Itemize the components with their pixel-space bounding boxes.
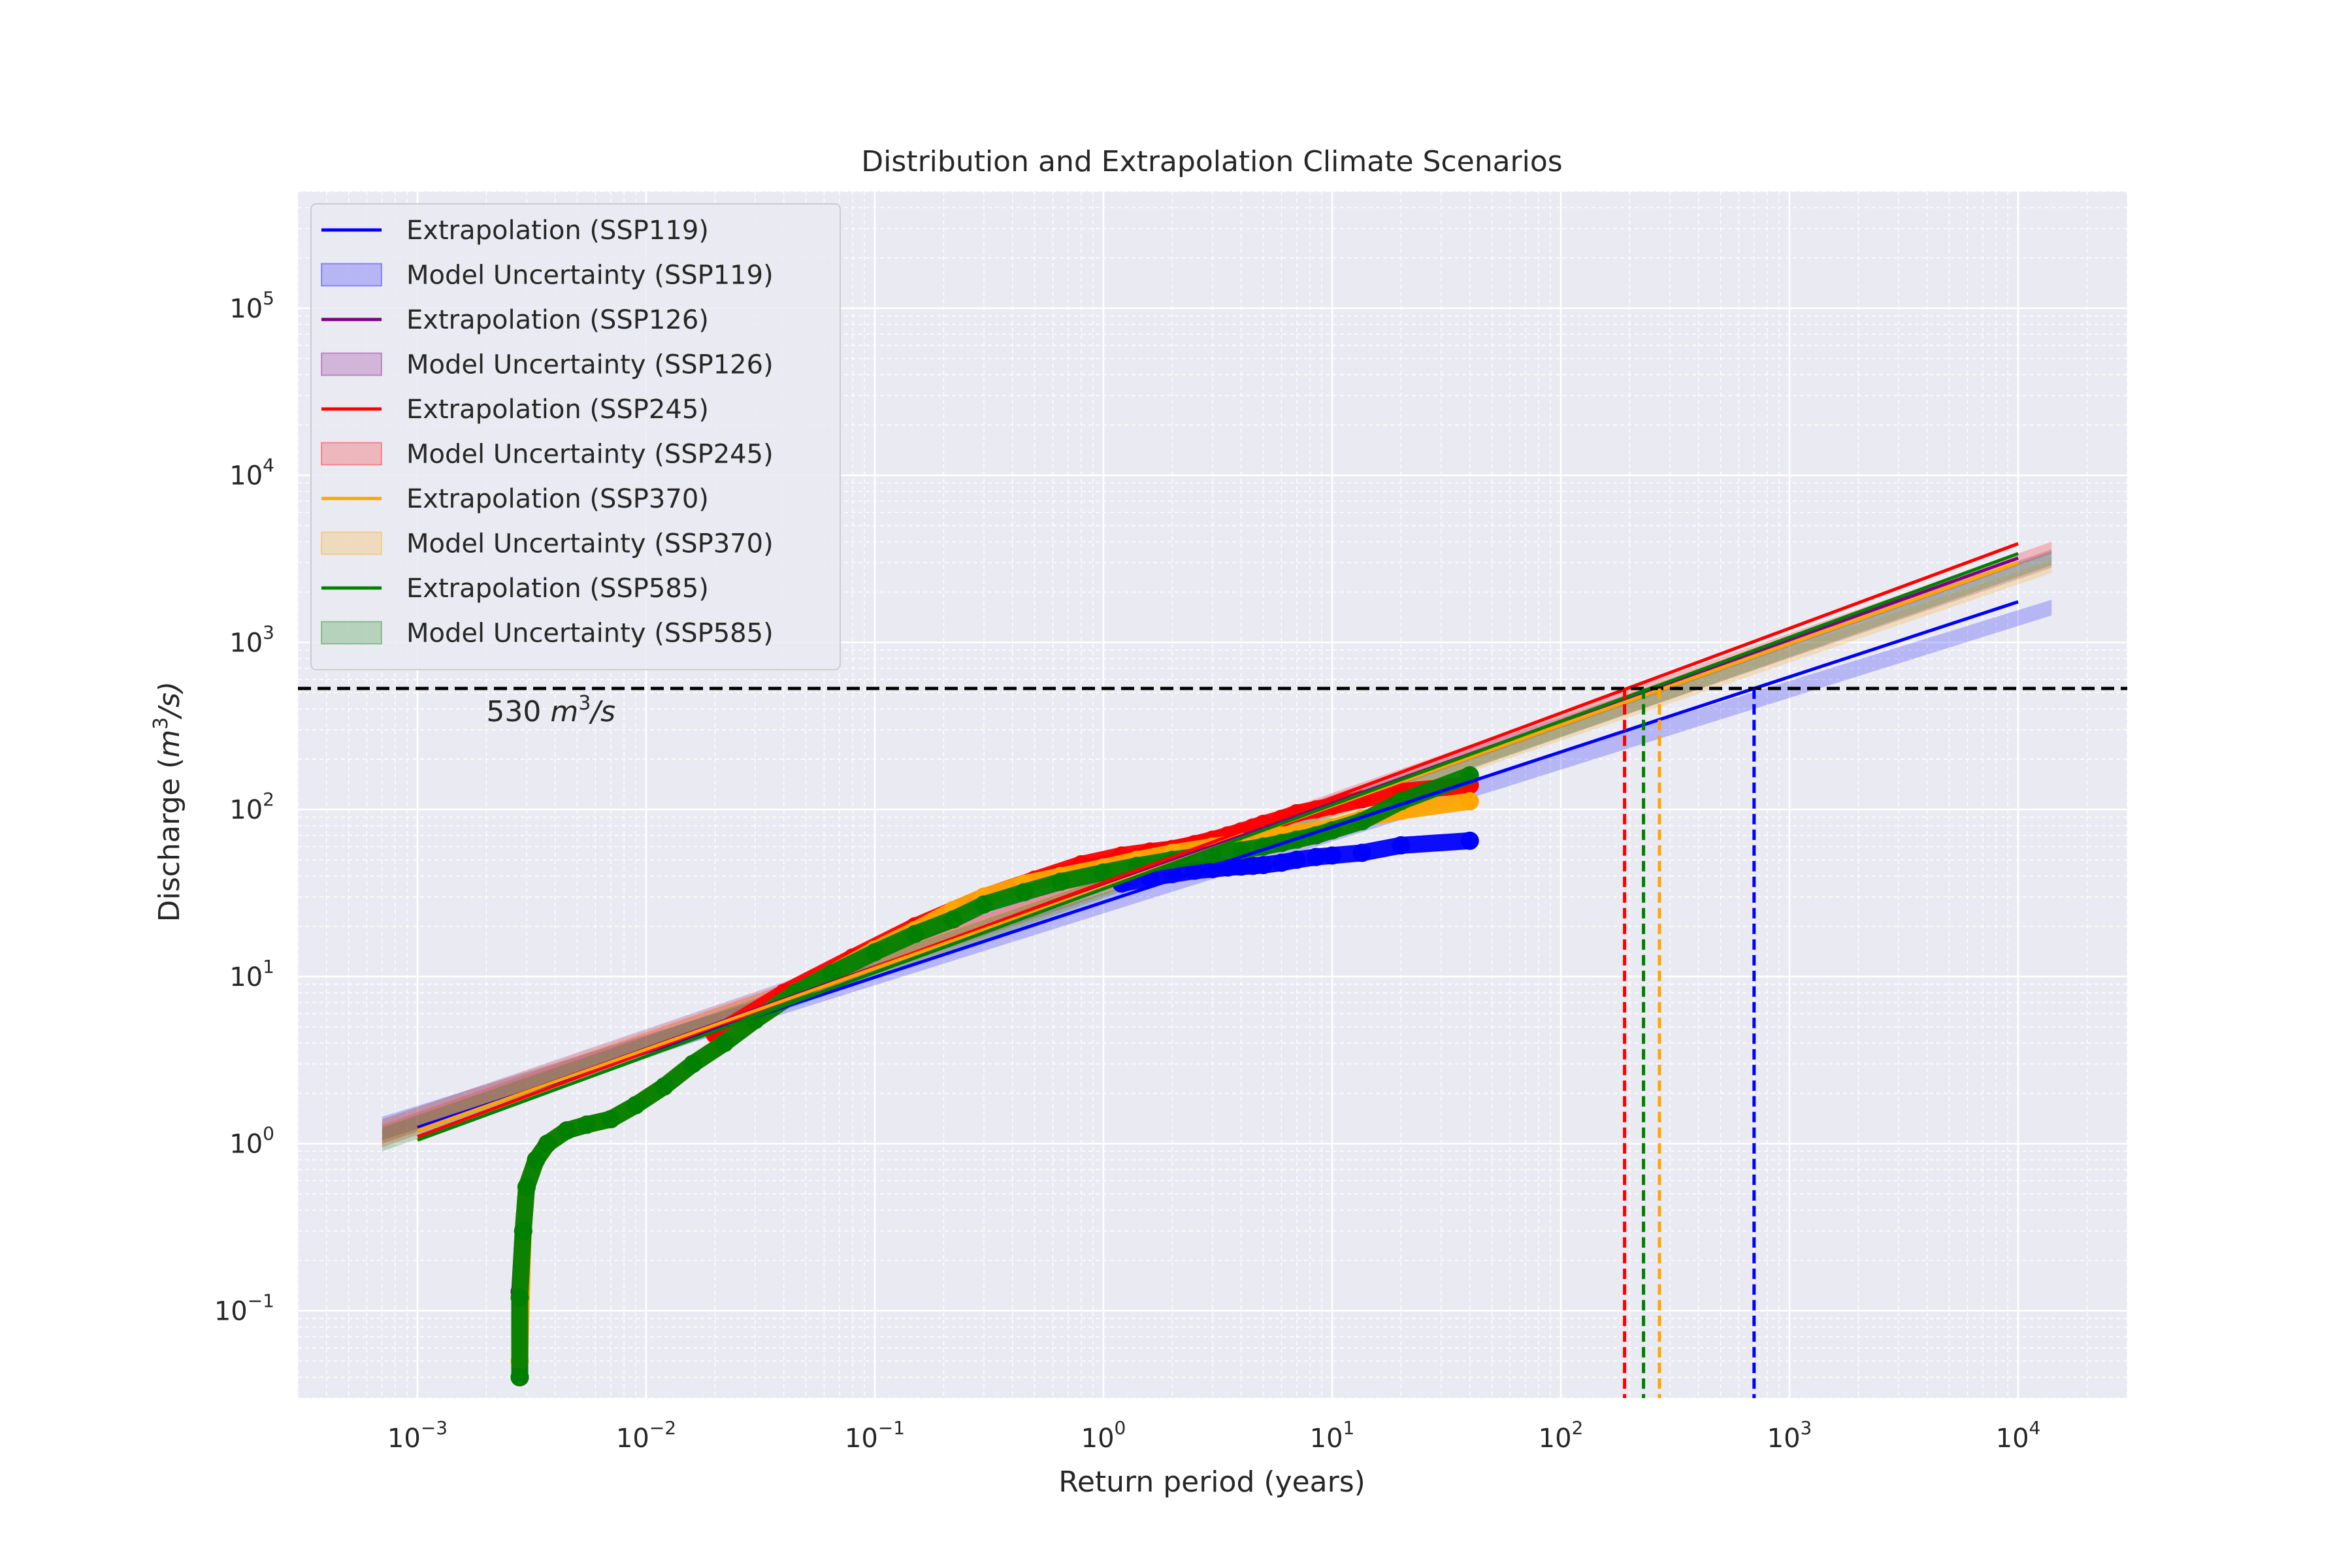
x-tick-base: 10 — [845, 1424, 878, 1454]
y-axis-label-prefix: Discharge ( — [153, 758, 186, 923]
y-tick-label: 100 — [229, 1123, 274, 1160]
x-tick-label: 10−3 — [387, 1417, 448, 1454]
legend-entry-extrapolation: Extrapolation (SSP370) — [406, 484, 709, 514]
x-axis-label: Return period (years) — [1058, 1465, 1365, 1499]
y-tick-label: 103 — [229, 621, 274, 658]
legend-frame — [310, 203, 841, 670]
threshold-label: 530 m3/s — [486, 692, 615, 728]
y-tick-label: 104 — [229, 455, 274, 491]
y-tick-exponent: 4 — [263, 455, 274, 476]
legend-entry-extrapolation: Extrapolation (SSP585) — [406, 574, 709, 604]
chart-title: Distribution and Extrapolation Climate S… — [861, 145, 1562, 178]
legend-entry-uncertainty: Model Uncertainty (SSP119) — [406, 261, 774, 291]
y-tick-exponent: 3 — [263, 621, 274, 643]
threshold-label-number: 530 — [486, 695, 550, 728]
y-tick-exponent: 2 — [263, 789, 274, 810]
legend-entry-uncertainty: Model Uncertainty (SSP245) — [406, 440, 774, 470]
x-tick-base: 10 — [1996, 1424, 2029, 1454]
y-tick-exponent: 1 — [263, 956, 274, 977]
x-tick-base: 10 — [1081, 1424, 1115, 1454]
legend-entry-extrapolation: Extrapolation (SSP245) — [406, 395, 709, 425]
x-tick-label: 102 — [1539, 1417, 1584, 1454]
x-tick-exponent: −1 — [878, 1417, 905, 1439]
y-tick-base: 10 — [229, 962, 263, 992]
y-tick-exponent: −1 — [248, 1290, 274, 1311]
legend-entry-uncertainty: Model Uncertainty (SSP585) — [406, 619, 774, 649]
legend-band-swatch — [321, 352, 382, 376]
extrapolation-line — [417, 551, 2019, 1142]
x-tick-exponent: 4 — [2029, 1417, 2041, 1439]
threshold-group: 530 m3/s — [298, 687, 2127, 1398]
y-tick-label: 102 — [229, 789, 274, 825]
extrapolation-line — [417, 542, 2019, 1139]
y-tick-base: 10 — [229, 461, 263, 491]
y-tick-exponent: 5 — [263, 287, 274, 309]
y-tick-base: 10 — [229, 795, 263, 825]
legend-band-swatch — [321, 263, 382, 287]
threshold-label-unit-tail: /s — [588, 695, 615, 728]
y-tick-label: 105 — [229, 287, 274, 324]
x-tick-exponent: −3 — [421, 1417, 448, 1439]
x-tick-base: 10 — [387, 1424, 421, 1454]
x-tick-exponent: 2 — [1572, 1417, 1584, 1439]
legend-band-swatch — [321, 442, 382, 466]
x-tick-base: 10 — [616, 1424, 649, 1454]
y-tick-exponent: 0 — [263, 1123, 274, 1145]
x-tick-exponent: 0 — [1115, 1417, 1126, 1439]
legend-entry-extrapolation: Extrapolation (SSP126) — [406, 305, 709, 335]
y-axis-label-unit-exp: 3 — [150, 717, 172, 730]
y-tick-base: 10 — [229, 294, 263, 324]
x-tick-labels: 10−3 10−2 10−1 100 101 102 103 104 — [387, 1417, 2040, 1454]
x-tick-label: 10−2 — [616, 1417, 676, 1454]
x-tick-base: 10 — [1539, 1424, 1572, 1454]
y-tick-label: 101 — [229, 956, 274, 992]
y-axis-label-unit-base: m — [153, 730, 186, 758]
y-tick-base: 10 — [229, 628, 263, 658]
y-axis-label-unit-tail: /s) — [153, 681, 186, 720]
y-tick-base: 10 — [214, 1296, 248, 1326]
y-tick-label: 10−1 — [214, 1290, 274, 1326]
data-point-trace — [1113, 832, 1478, 892]
x-tick-label: 104 — [1996, 1417, 2041, 1454]
x-tick-label: 101 — [1310, 1417, 1355, 1454]
x-tick-label: 100 — [1081, 1417, 1126, 1454]
threshold-label-unit-base: m — [550, 695, 578, 728]
x-tick-label: 10−1 — [845, 1417, 905, 1454]
legend-band-swatch — [321, 621, 382, 645]
legend-entry-extrapolation: Extrapolation (SSP119) — [406, 216, 709, 246]
legend-band-swatch — [321, 531, 382, 555]
y-tick-base: 10 — [229, 1130, 263, 1160]
x-tick-base: 10 — [1310, 1424, 1343, 1454]
legend-entry-uncertainty: Model Uncertainty (SSP370) — [406, 529, 774, 559]
y-axis-label: Discharge (m3/s) — [150, 681, 186, 922]
threshold-label-unit-exp: 3 — [578, 692, 591, 715]
x-tick-exponent: 3 — [1801, 1417, 1812, 1439]
x-tick-exponent: 1 — [1343, 1417, 1355, 1439]
x-tick-exponent: −2 — [649, 1417, 676, 1439]
x-tick-base: 10 — [1767, 1424, 1801, 1454]
legend: Extrapolation (SSP119) Model Uncertainty … — [310, 203, 841, 670]
x-tick-label: 103 — [1767, 1417, 1812, 1454]
legend-entry-uncertainty: Model Uncertainty (SSP126) — [406, 350, 774, 380]
